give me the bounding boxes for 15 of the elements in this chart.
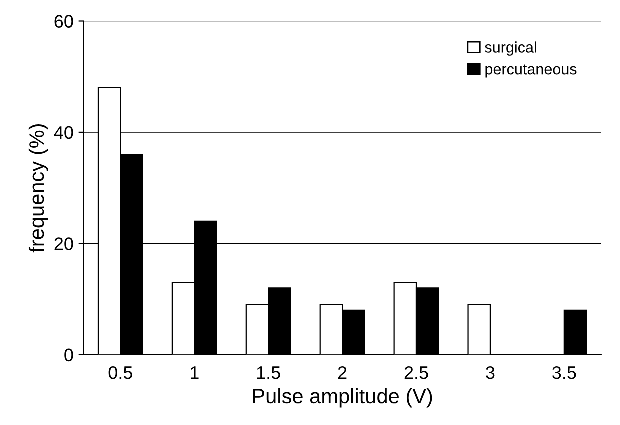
x-tick-label: 2 <box>338 366 347 380</box>
y-tick-label: 0 <box>64 348 74 362</box>
x-tick-label: 3 <box>486 366 495 380</box>
legend-label: percutaneous <box>486 64 577 78</box>
x-axis-title: Pulse amplitude (V) <box>253 388 432 408</box>
x-tick-label: 3.5 <box>552 366 576 380</box>
y-tick-label: 20 <box>54 238 74 250</box>
x-tick-label: 0.5 <box>108 366 132 380</box>
x-tick-label: 2.5 <box>404 366 428 380</box>
y-axis-title: frequency (%) <box>28 124 48 253</box>
y-tick-label: 60 <box>54 15 74 28</box>
y-tick-label: 40 <box>54 126 74 140</box>
x-tick-label: 1.5 <box>257 366 280 380</box>
legend-label: surgical <box>485 42 536 56</box>
x-tick-label: 1 <box>190 366 199 380</box>
